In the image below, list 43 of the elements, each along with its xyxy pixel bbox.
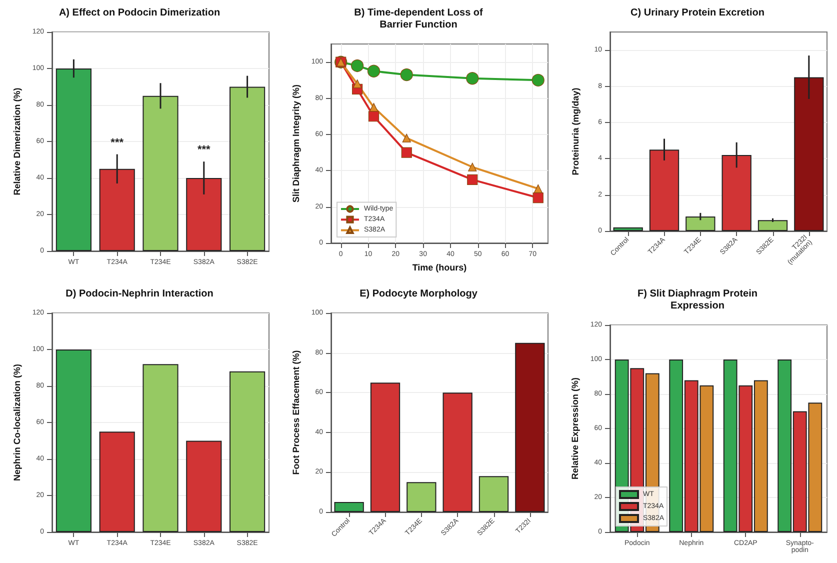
- bar: [406, 482, 436, 512]
- point: [367, 64, 380, 78]
- point: [400, 68, 413, 82]
- bar: [230, 371, 266, 532]
- y-axis-title: Slit Diaphragm Integrity (%): [290, 84, 301, 203]
- bar: [56, 350, 92, 532]
- bar: [142, 364, 178, 532]
- point: [467, 174, 478, 185]
- bar: [186, 440, 222, 532]
- bar: [370, 382, 400, 512]
- point: [353, 80, 362, 88]
- point: [532, 74, 544, 86]
- bar: [686, 216, 716, 231]
- point: [401, 147, 412, 158]
- bar: [334, 502, 364, 512]
- point: [402, 134, 411, 142]
- bar: [613, 227, 643, 231]
- point: [468, 162, 477, 172]
- point: [532, 192, 544, 204]
- bar: [515, 342, 545, 512]
- chart-title: B) Time-dependent Loss of Barrier Function: [354, 8, 484, 30]
- point: [351, 59, 364, 72]
- bar: [99, 432, 135, 532]
- y-axis-title: Proteinuria (mg/day): [570, 88, 580, 176]
- chart-title: D) Podocin-Nephrin Interaction: [66, 288, 214, 300]
- y-axis-title: Nephrin Co-localization (%): [12, 364, 22, 481]
- point: [534, 184, 542, 194]
- bar: [478, 476, 509, 512]
- annotation: ***: [197, 144, 212, 156]
- bar: [442, 392, 472, 512]
- chart-title: C) Urinary Protein Excretion: [630, 8, 764, 18]
- y-axis-title: Relative Expression (%): [570, 377, 580, 480]
- y-axis-title: Foot Process Effacement (%): [290, 350, 301, 475]
- chart-title: A) Effect on Podocin Dimerization: [58, 8, 220, 18]
- chart-title: E) Podocyte Morphology: [360, 288, 478, 300]
- annotation: ***: [110, 136, 124, 149]
- point: [466, 72, 479, 85]
- x-axis-title: Time (hours): [412, 262, 467, 272]
- point: [368, 111, 380, 122]
- y-axis-title: Relative Dimerization (%): [12, 88, 22, 196]
- bar: [758, 220, 788, 231]
- point: [369, 103, 378, 112]
- chart-title: F) Slit Diaphragm Protein Expression: [637, 288, 758, 312]
